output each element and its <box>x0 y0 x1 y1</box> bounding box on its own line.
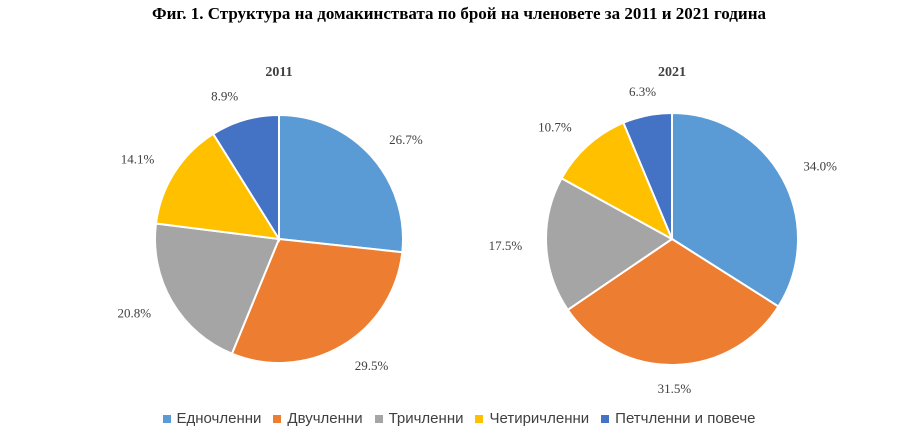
legend-item-one-member: Едночленни <box>162 410 262 427</box>
data-label-2021-two-members: 31.5% <box>658 381 692 396</box>
pie-slice-2021-three-members <box>545 176 674 312</box>
data-label-2011-five-plus-members: 8.9% <box>211 89 238 104</box>
legend-swatch-two-members <box>273 414 282 423</box>
legend-item-four-members: Четиричленни <box>475 410 589 427</box>
figure-title: Фиг. 1. Структура на домакинствата по бр… <box>152 4 766 23</box>
legend-label: Двучленни <box>287 410 363 427</box>
legend-swatch-five-plus-members <box>601 414 610 423</box>
pie-slice-2021-five-plus-members <box>622 111 673 240</box>
data-label-2021-three-members: 17.5% <box>489 238 523 253</box>
data-label-2021-four-members: 10.7% <box>538 119 572 134</box>
pie-slice-2011-five-plus-members <box>211 113 280 243</box>
pie-slice-2021-four-members <box>560 121 675 242</box>
data-label-2021-one-member: 34.0% <box>803 159 837 174</box>
chart-title-2011: 2011 <box>265 65 292 80</box>
pie-slice-2011-two-members <box>230 237 404 364</box>
pie-slice-2011-one-member <box>278 113 404 254</box>
legend-item-three-members: Тричленни <box>374 410 464 427</box>
pie-slice-2011-four-members <box>154 132 281 241</box>
legend-item-two-members: Двучленни <box>273 410 363 427</box>
pie-slice-2011-three-members <box>154 222 281 356</box>
pie-slice-2021-two-members <box>566 237 780 366</box>
chart-title-2021: 2021 <box>658 65 686 80</box>
legend-swatch-four-members <box>475 414 484 423</box>
data-label-2011-four-members: 14.1% <box>121 151 155 166</box>
legend: Едночленни Двучленни Тричленни Четиричле… <box>0 410 918 427</box>
legend-label: Едночленни <box>176 410 262 427</box>
legend-label: Тричленни <box>388 410 464 427</box>
data-label-2021-five-plus-members: 6.3% <box>629 84 656 99</box>
data-label-2011-two-members: 29.5% <box>355 358 389 373</box>
data-label-2011-one-member: 26.7% <box>389 132 423 147</box>
legend-swatch-one-member <box>162 414 171 423</box>
legend-label: Петчленни и повече <box>615 410 756 427</box>
legend-label: Четиричленни <box>489 410 590 427</box>
data-label-2011-three-members: 20.8% <box>118 306 152 321</box>
legend-swatch-three-members <box>374 414 383 423</box>
legend-item-five-plus-members: Петчленни и повече <box>601 410 756 427</box>
